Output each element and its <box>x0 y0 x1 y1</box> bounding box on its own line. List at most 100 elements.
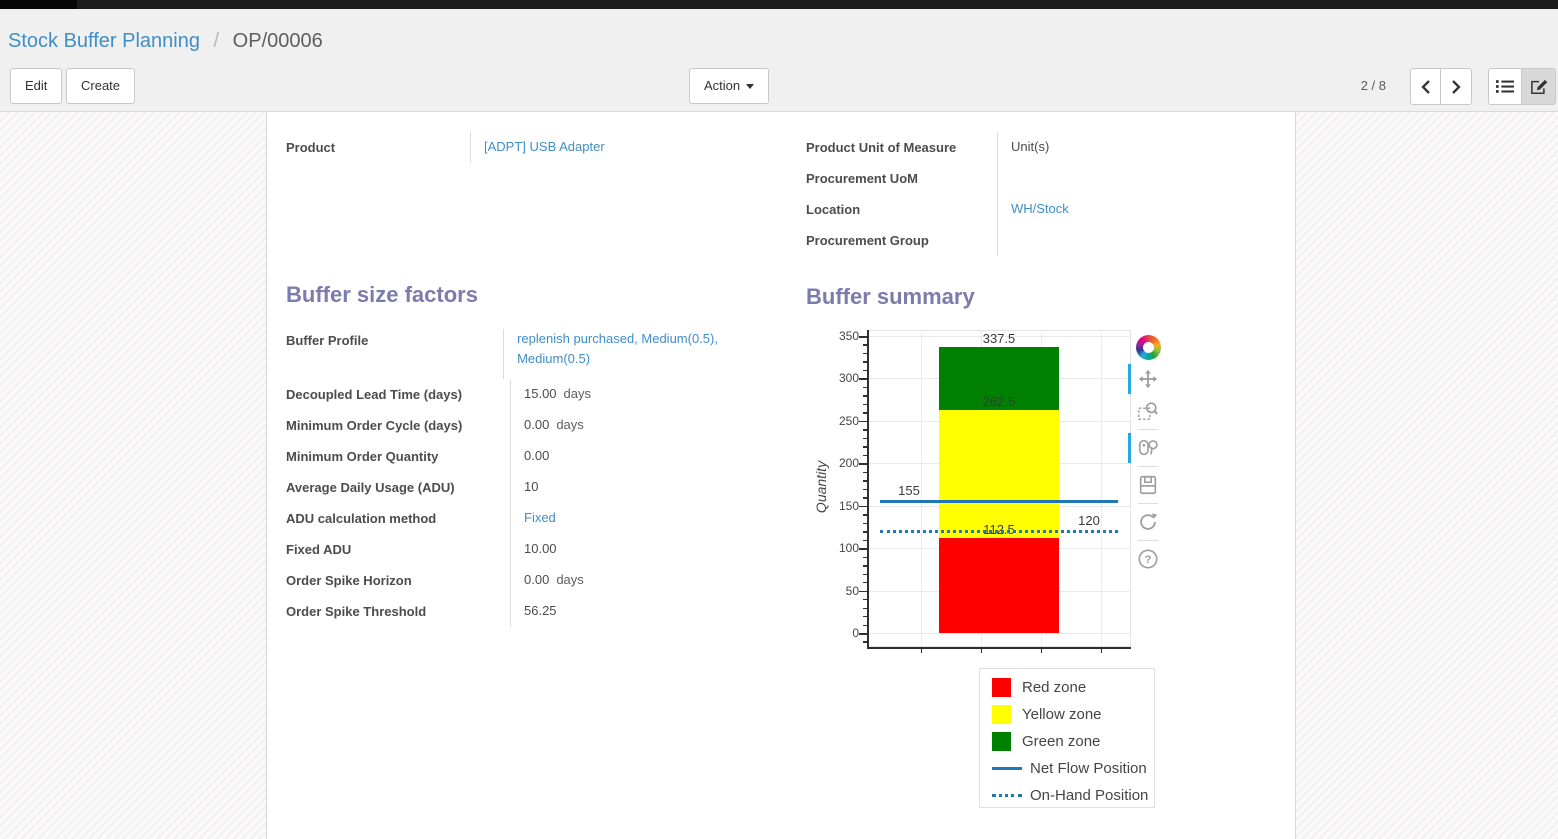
field-label: Location <box>806 194 998 225</box>
net-flow-position-line <box>880 499 1118 503</box>
y-tick-label: 0 <box>852 626 859 640</box>
field-row: ADU calculation method Fixed <box>286 503 786 534</box>
y-minor-tick <box>863 514 867 516</box>
create-button[interactable]: Create <box>66 68 136 104</box>
field-value: replenish purchased, Medium(0.5), Medium… <box>504 329 786 369</box>
field-value: WH/Stock <box>998 199 1069 219</box>
field-unit-suffix: days <box>556 417 584 433</box>
buffer-factors-group: Buffer Profile replenish purchased, Mediu… <box>286 327 786 627</box>
edit-button[interactable]: Edit <box>10 68 63 104</box>
y-tick-label: 100 <box>838 541 859 556</box>
hover-icon <box>1138 439 1158 456</box>
chart-legend: Red zone Yellow zone Green zone Net Flow Po… <box>979 668 1155 808</box>
bokeh-logo[interactable] <box>1135 334 1161 360</box>
green-zone-bar <box>939 346 1059 411</box>
view-switcher <box>1488 68 1556 105</box>
y-minor-tick <box>863 582 867 584</box>
general-group-right: Product Unit of Measure Unit(s) Procuremen… <box>806 132 1278 256</box>
help-tool-button[interactable]: ? <box>1135 546 1161 572</box>
y-tick-label: 50 <box>845 583 859 598</box>
top-nav-strip-segment <box>0 0 77 9</box>
legend-item: Red zone <box>992 674 1154 701</box>
y-tick-label: 200 <box>838 456 859 471</box>
breadcrumb: Stock Buffer Planning / OP/00006 <box>8 30 323 53</box>
field-value-link[interactable]: WH/Stock <box>1011 201 1069 217</box>
y-minor-tick <box>863 599 867 601</box>
breadcrumb-separator: / <box>213 30 220 52</box>
field-value-text: Unit(s) <box>1011 139 1050 155</box>
reset-icon <box>1140 513 1158 530</box>
field-row: Order Spike Horizon 0.00 days <box>286 565 786 596</box>
pager-next-button[interactable] <box>1441 68 1472 105</box>
field-row: Minimum Order Cycle (days) 0.00 days <box>286 410 786 441</box>
field-row: Minimum Order Quantity 0.00 <box>286 441 786 472</box>
red-zone-bar <box>939 537 1059 633</box>
field-value-link[interactable]: replenish purchased, Medium(0.5), Medium… <box>517 331 718 367</box>
horizontal-gridline <box>868 336 1130 337</box>
green-zone-swatch <box>992 732 1011 751</box>
action-label: Action <box>704 78 741 93</box>
caret-down-icon <box>746 84 755 90</box>
chevron-right-icon <box>1452 79 1461 94</box>
y-minor-tick <box>863 556 867 559</box>
x-major-tick <box>1041 647 1043 653</box>
form-view-button[interactable] <box>1522 68 1556 105</box>
legend-item: Yellow zone <box>992 701 1154 728</box>
toolbar-divider <box>1138 503 1158 504</box>
field-value: 0.00 days <box>511 570 584 590</box>
field-label: Minimum Order Quantity <box>286 441 511 472</box>
y-axis-line <box>867 330 869 647</box>
y-minor-tick <box>863 446 867 448</box>
box-zoom-icon <box>1138 402 1158 420</box>
field-value-text: 0.00 <box>524 572 550 588</box>
field-row: Buffer Profile replenish purchased, Mediu… <box>286 327 786 379</box>
toolbar-divider <box>1138 540 1158 541</box>
zone-value-label: 262.5 <box>982 394 1016 410</box>
field-value-text: 10 <box>524 479 539 495</box>
pager-nav <box>1410 68 1472 105</box>
line-value-label: 120 <box>1078 513 1100 529</box>
y-major-tick <box>859 548 867 550</box>
line-value-label: 155 <box>898 483 920 499</box>
field-row: Product Unit of Measure Unit(s) <box>806 132 1278 163</box>
y-major-tick <box>859 336 867 338</box>
field-row: Location WH/Stock <box>806 194 1278 225</box>
list-view-button[interactable] <box>1488 68 1522 105</box>
y-major-tick <box>859 463 867 465</box>
reset-tool-button[interactable] <box>1135 509 1161 535</box>
legend-label: Yellow zone <box>1022 706 1102 723</box>
field-value-link[interactable]: Fixed <box>524 510 556 526</box>
svg-text:?: ? <box>1145 554 1152 566</box>
field-value: 56.25 <box>511 601 557 621</box>
net-flow-position-swatch <box>992 767 1022 770</box>
field-label: Procurement UoM <box>806 163 998 194</box>
field-value: 10.00 <box>511 539 557 559</box>
chevron-left-icon <box>1420 79 1430 94</box>
breadcrumb-parent-link[interactable]: Stock Buffer Planning <box>8 30 200 52</box>
save-tool-button[interactable] <box>1135 472 1161 498</box>
field-row: Decoupled Lead Time (days) 15.00 days <box>286 379 786 410</box>
field-label: Product <box>286 132 471 163</box>
y-minor-tick <box>863 616 867 618</box>
field-row: Procurement UoM <box>806 163 1278 194</box>
breadcrumb-current: OP/00006 <box>232 30 323 52</box>
legend-label: Red zone <box>1022 679 1087 696</box>
box-zoom-tool-button[interactable] <box>1135 398 1161 424</box>
toolbar-divider <box>1138 429 1158 430</box>
y-tick-label: 350 <box>838 329 859 343</box>
pager-previous-button[interactable] <box>1410 68 1441 105</box>
hover-tool-button[interactable] <box>1128 433 1161 463</box>
y-minor-tick <box>863 607 867 609</box>
x-axis-line <box>867 647 1131 649</box>
field-value-link[interactable]: [ADPT] USB Adapter <box>484 139 605 155</box>
pan-tool-button[interactable] <box>1128 364 1161 394</box>
field-value-text: 10.00 <box>524 541 557 557</box>
action-dropdown-button[interactable]: Action <box>689 68 770 104</box>
vertical-gridline <box>1101 331 1102 646</box>
zone-value-label: 112.5 <box>983 521 1015 537</box>
vertical-gridline <box>921 331 922 646</box>
list-view-icon <box>1496 80 1514 93</box>
y-tick-label: 300 <box>838 371 859 386</box>
y-minor-tick <box>863 565 867 567</box>
field-value: Unit(s) <box>998 137 1049 157</box>
